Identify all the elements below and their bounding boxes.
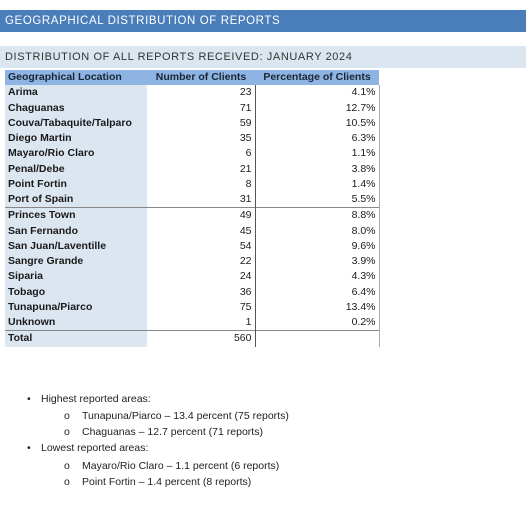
cell-clients: 22: [147, 254, 256, 270]
table-header-row: Geographical Location Number of Clients …: [5, 70, 379, 86]
table-row: Couva/Tabaquite/Talparo 59 10.5%: [5, 115, 380, 131]
cell-location: Port of Spain: [5, 192, 147, 208]
cell-percent: 3.8%: [255, 161, 380, 177]
cell-clients: 75: [147, 299, 256, 315]
cell-clients: 45: [147, 223, 256, 239]
cell-location: Point Fortin: [5, 176, 147, 192]
highest-item-text: Chaguanas – 12.7 percent (71 reports): [82, 426, 263, 438]
table-row: Princes Town 49 8.8%: [5, 207, 380, 224]
table-row: Arima 23 4.1%: [5, 85, 380, 101]
cell-location: Unknown: [5, 315, 147, 331]
table-row: Sangre Grande 22 3.9%: [5, 254, 380, 270]
cell-percent: 5.5%: [255, 192, 380, 208]
lowest-item: o Point Fortin – 1.4 percent (8 reports): [64, 476, 251, 488]
cell-clients: 54: [147, 238, 256, 254]
cell-percent: 10.5%: [255, 115, 380, 131]
cell-clients: 31: [147, 192, 256, 208]
cell-percent: 0.2%: [255, 315, 380, 331]
bullet-dot-icon: •: [27, 442, 31, 454]
table-row: Tunapuna/Piarco 75 13.4%: [5, 299, 380, 315]
highest-item: o Tunapuna/Piarco – 13.4 percent (75 repo…: [64, 410, 289, 422]
lowest-item-text: Mayaro/Rio Claro – 1.1 percent (6 report…: [82, 460, 280, 472]
table-subtitle: DISTRIBUTION OF ALL REPORTS RECEIVED: JA…: [0, 46, 526, 68]
total-clients: 560: [147, 330, 256, 347]
cell-percent: 3.9%: [255, 254, 380, 270]
cell-location: Chaguanas: [5, 100, 147, 116]
cell-percent: 12.7%: [255, 100, 380, 116]
total-label: Total: [5, 330, 147, 347]
table-row: San Juan/Laventille 54 9.6%: [5, 238, 380, 254]
cell-location: Arima: [5, 85, 147, 101]
table-body: Arima 23 4.1% Chaguanas 71 12.7% Couva/Tabaqui…: [5, 85, 380, 347]
lowest-bullet: • Lowest reported areas:: [27, 442, 148, 454]
lowest-item: o Mayaro/Rio Claro – 1.1 percent (6 repor…: [64, 460, 279, 472]
cell-clients: 1: [147, 315, 256, 331]
cell-location: Sangre Grande: [5, 254, 147, 270]
cell-percent: 4.3%: [255, 269, 380, 285]
cell-clients: 24: [147, 269, 256, 285]
cell-clients: 8: [147, 176, 256, 192]
header-percent: Percentage of Clients: [255, 70, 379, 86]
cell-percent: 4.1%: [255, 85, 380, 101]
cell-percent: 8.0%: [255, 223, 380, 239]
highest-bullet: • Highest reported areas:: [27, 393, 151, 405]
bullet-circle-icon: o: [64, 476, 70, 488]
table-row: Penal/Debe 21 3.8%: [5, 161, 380, 177]
header-clients: Number of Clients: [147, 70, 255, 86]
table-row: Port of Spain 31 5.5%: [5, 192, 380, 208]
table-row: Siparia 24 4.3%: [5, 269, 380, 285]
highest-item-text: Tunapuna/Piarco – 13.4 percent (75 repor…: [82, 410, 289, 422]
cell-percent: 13.4%: [255, 299, 380, 315]
section-banner: GEOGRAPHICAL DISTRIBUTION OF REPORTS: [0, 10, 526, 32]
cell-percent: 8.8%: [255, 207, 380, 224]
cell-location: Princes Town: [5, 207, 147, 224]
cell-percent: 6.4%: [255, 284, 380, 300]
cell-clients: 23: [147, 85, 256, 101]
cell-percent: 6.3%: [255, 131, 380, 147]
table-row: Unknown 1 0.2%: [5, 315, 380, 331]
cell-percent: 1.1%: [255, 146, 380, 162]
cell-location: Couva/Tabaquite/Talparo: [5, 115, 147, 131]
cell-location: Tunapuna/Piarco: [5, 299, 147, 315]
cell-percent: 9.6%: [255, 238, 380, 254]
bullet-dot-icon: •: [27, 393, 31, 405]
table-total-row: Total 560: [5, 330, 380, 347]
lowest-item-text: Point Fortin – 1.4 percent (8 reports): [82, 476, 252, 488]
cell-percent: 1.4%: [255, 176, 380, 192]
total-percent: [255, 330, 380, 347]
cell-location: Diego Martin: [5, 131, 147, 147]
table-row: Diego Martin 35 6.3%: [5, 131, 380, 147]
header-location: Geographical Location: [5, 70, 147, 86]
cell-location: San Fernando: [5, 223, 147, 239]
table-row: San Fernando 45 8.0%: [5, 223, 380, 239]
cell-clients: 59: [147, 115, 256, 131]
table-row: Chaguanas 71 12.7%: [5, 100, 380, 116]
cell-clients: 21: [147, 161, 256, 177]
cell-clients: 36: [147, 284, 256, 300]
cell-clients: 71: [147, 100, 256, 116]
cell-location: Tobago: [5, 284, 147, 300]
lowest-heading: Lowest reported areas:: [41, 442, 149, 454]
highest-item: o Chaguanas – 12.7 percent (71 reports): [64, 426, 263, 438]
cell-clients: 35: [147, 131, 256, 147]
cell-clients: 49: [147, 207, 256, 224]
cell-location: Siparia: [5, 269, 147, 285]
distribution-table: Geographical Location Number of Clients …: [5, 70, 380, 347]
highest-heading: Highest reported areas:: [41, 393, 151, 405]
bullet-circle-icon: o: [64, 460, 70, 472]
cell-location: Mayaro/Rio Claro: [5, 146, 147, 162]
bullet-circle-icon: o: [64, 410, 70, 422]
table-row: Point Fortin 8 1.4%: [5, 176, 380, 192]
cell-clients: 6: [147, 146, 256, 162]
bullet-circle-icon: o: [64, 426, 70, 438]
table-row: Tobago 36 6.4%: [5, 284, 380, 300]
cell-location: Penal/Debe: [5, 161, 147, 177]
cell-location: San Juan/Laventille: [5, 238, 147, 254]
table-row: Mayaro/Rio Claro 6 1.1%: [5, 146, 380, 162]
